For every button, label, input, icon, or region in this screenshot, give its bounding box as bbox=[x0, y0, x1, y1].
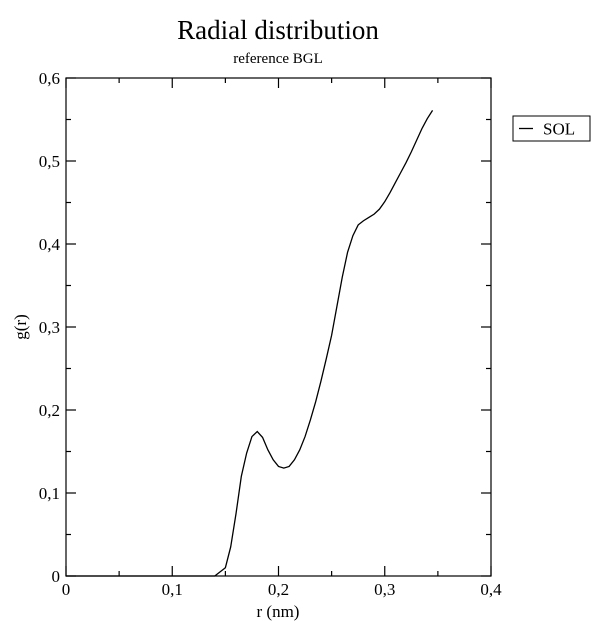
y-tick-label: 0,1 bbox=[39, 484, 60, 503]
y-tick-label: 0 bbox=[52, 567, 61, 586]
data-line bbox=[66, 110, 434, 577]
y-tick-label: 0,4 bbox=[39, 235, 61, 254]
x-tick-label: 0,1 bbox=[162, 580, 183, 599]
x-tick-label: 0 bbox=[62, 580, 71, 599]
x-tick-label: 0,2 bbox=[268, 580, 289, 599]
x-tick-label: 0,3 bbox=[374, 580, 395, 599]
y-tick-label: 0,6 bbox=[39, 69, 60, 88]
y-axis-label: g(r) bbox=[11, 314, 30, 339]
chart-title: Radial distribution bbox=[177, 15, 379, 45]
y-tick-label: 0,5 bbox=[39, 152, 60, 171]
legend-label: SOL bbox=[543, 120, 575, 139]
chart-subtitle: reference BGL bbox=[233, 51, 323, 67]
plot-frame bbox=[65, 77, 492, 577]
x-axis-label: r (nm) bbox=[257, 602, 300, 621]
y-tick-label: 0,3 bbox=[39, 318, 60, 337]
y-tick-label: 0,2 bbox=[39, 401, 60, 420]
x-tick-label: 0,4 bbox=[480, 580, 502, 599]
